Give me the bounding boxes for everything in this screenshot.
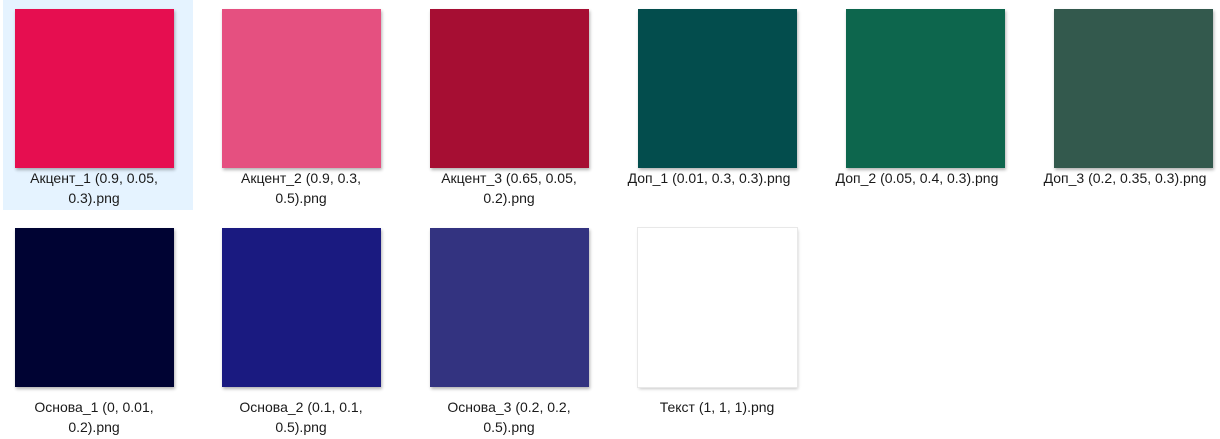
- file-name-label: Акцент_2 (0.9, 0.3, 0.5).png: [241, 170, 361, 206]
- color-swatch-thumbnail[interactable]: [638, 9, 797, 168]
- color-swatch-thumbnail[interactable]: [15, 9, 174, 168]
- file-name-label: Доп_2 (0.05, 0.4, 0.3).png: [835, 170, 999, 186]
- color-swatch-thumbnail[interactable]: [430, 9, 589, 168]
- color-swatch-thumbnail[interactable]: [222, 9, 381, 168]
- color-swatch-thumbnail[interactable]: [222, 228, 381, 387]
- file-item-dop-2[interactable]: Доп_2 (0.05, 0.4, 0.3).png: [834, 0, 1024, 210]
- file-item-dop-3[interactable]: Доп_3 (0.2, 0.35, 0.3).png: [1030, 0, 1220, 210]
- color-swatch-thumbnail[interactable]: [1054, 9, 1213, 168]
- file-item-osnova-3[interactable]: Основа_3 (0.2, 0.2, 0.5).png: [418, 219, 608, 435]
- file-name-label: Основа_3 (0.2, 0.2, 0.5).png: [447, 399, 571, 435]
- file-item-aktsent-2[interactable]: Акцент_2 (0.9, 0.3, 0.5).png: [210, 0, 400, 210]
- file-name-label: Основа_2 (0.1, 0.1, 0.5).png: [239, 399, 363, 435]
- file-name-label: Доп_1 (0.01, 0.3, 0.3).png: [627, 170, 791, 186]
- file-item-dop-1[interactable]: Доп_1 (0.01, 0.3, 0.3).png: [626, 0, 816, 210]
- file-name-label: Доп_3 (0.2, 0.35, 0.3).png: [1043, 170, 1207, 186]
- file-name-label: Акцент_1 (0.9, 0.05, 0.3).png: [30, 170, 158, 206]
- file-item-aktsent-3[interactable]: Акцент_3 (0.65, 0.05, 0.2).png: [418, 0, 608, 210]
- file-item-osnova-2[interactable]: Основа_2 (0.1, 0.1, 0.5).png: [210, 219, 400, 435]
- color-swatch-thumbnail[interactable]: [15, 228, 174, 387]
- file-name-label: Основа_1 (0, 0.01, 0.2).png: [34, 399, 154, 435]
- color-swatch-thumbnail[interactable]: [638, 228, 797, 387]
- file-item-tekst[interactable]: Текст (1, 1, 1).png: [626, 219, 816, 429]
- file-name-label: Текст (1, 1, 1).png: [659, 399, 775, 415]
- file-item-osnova-1[interactable]: Основа_1 (0, 0.01, 0.2).png: [3, 219, 193, 435]
- file-name-label: Акцент_3 (0.65, 0.05, 0.2).png: [441, 170, 577, 206]
- color-swatch-thumbnail[interactable]: [430, 228, 589, 387]
- file-item-aktsent-1[interactable]: Акцент_1 (0.9, 0.05, 0.3).png: [3, 0, 193, 210]
- color-swatch-thumbnail[interactable]: [846, 9, 1005, 168]
